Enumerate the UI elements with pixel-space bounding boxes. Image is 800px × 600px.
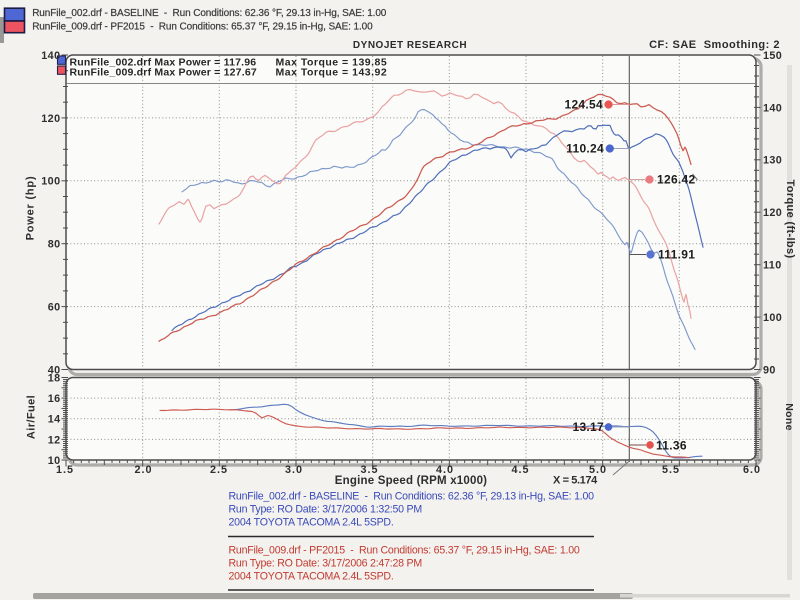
svg-text:140: 140 <box>41 50 60 62</box>
svg-text:1.5: 1.5 <box>56 464 74 476</box>
svg-text:126.42: 126.42 <box>657 173 696 187</box>
svg-text:RunFile_009.drf - PF2015 - R: RunFile_009.drf - PF2015 - Run Condition… <box>229 545 580 557</box>
svg-text:90: 90 <box>763 364 776 376</box>
svg-text:CF: SAE Smoothing: 2: CF: SAE Smoothing: 2 <box>649 39 780 51</box>
svg-text:3.0: 3.0 <box>285 464 303 476</box>
svg-text:2.5: 2.5 <box>210 464 228 476</box>
svg-text:18: 18 <box>48 372 61 384</box>
svg-text:RunFile_009.drf Max Power = 12: RunFile_009.drf Max Power = 127.67 <box>70 67 257 79</box>
svg-text:14: 14 <box>48 414 61 426</box>
svg-text:100: 100 <box>763 312 782 324</box>
svg-text:Max Torque = 143.92: Max Torque = 143.92 <box>276 67 388 79</box>
svg-text:120: 120 <box>41 113 60 125</box>
svg-text:2.0: 2.0 <box>134 464 152 476</box>
svg-text:3.5: 3.5 <box>360 464 378 476</box>
svg-text:110: 110 <box>763 260 782 272</box>
svg-text:X = 5.174: X = 5.174 <box>553 475 598 487</box>
svg-text:Run Type: RO Date: 3/17/2006: Run Type: RO Date: 3/17/2006 1:32:50 PM <box>229 504 422 516</box>
svg-text:120: 120 <box>763 207 782 219</box>
svg-text:10: 10 <box>48 455 61 467</box>
svg-text:4.5: 4.5 <box>511 464 529 476</box>
svg-text:5.0: 5.0 <box>589 464 607 476</box>
svg-text:110.24: 110.24 <box>566 142 604 156</box>
svg-text:Max Torque = 139.85: Max Torque = 139.85 <box>276 57 388 69</box>
svg-text:40: 40 <box>48 364 61 376</box>
svg-text:80: 80 <box>48 239 61 251</box>
svg-text:RunFile_002.drf Max Power = 11: RunFile_002.drf Max Power = 117.96 <box>70 57 257 69</box>
svg-text:11.36: 11.36 <box>656 439 687 453</box>
svg-text:Engine Speed (RPM x1000): Engine Speed (RPM x1000) <box>335 475 487 487</box>
svg-text:Air/Fuel: Air/Fuel <box>26 395 38 439</box>
svg-text:2004 TOYOTA TACOMA 2.4L 5SPD.: 2004 TOYOTA TACOMA 2.4L 5SPD. <box>229 517 394 529</box>
svg-text:6.0: 6.0 <box>743 464 761 476</box>
svg-text:Power (hp): Power (hp) <box>25 176 37 241</box>
svg-text:12: 12 <box>48 434 61 446</box>
svg-text:130: 130 <box>763 155 782 167</box>
svg-text:111.91: 111.91 <box>658 248 695 262</box>
svg-text:2004 TOYOTA TACOMA 2.4L 5SPD.: 2004 TOYOTA TACOMA 2.4L 5SPD. <box>229 571 394 583</box>
svg-text:RunFile_002.drf - BASELINE -: RunFile_002.drf - BASELINE - Run Conditi… <box>229 491 595 503</box>
svg-text:16: 16 <box>48 393 61 405</box>
svg-text:4.0: 4.0 <box>436 464 454 476</box>
svg-text:DYNOJET RESEARCH: DYNOJET RESEARCH <box>353 40 467 51</box>
svg-text:150: 150 <box>763 50 782 62</box>
svg-text:Run Type: RO Date: 3/17/2006: Run Type: RO Date: 3/17/2006 2:47:28 PM <box>229 558 422 570</box>
svg-text:60: 60 <box>48 302 61 314</box>
svg-text:None: None <box>783 403 795 430</box>
svg-text:RunFile_009.drf - PF2015 - R: RunFile_009.drf - PF2015 - Run Condition… <box>32 21 373 32</box>
svg-text:100: 100 <box>41 176 60 188</box>
svg-text:5.5: 5.5 <box>662 464 680 476</box>
svg-text:124.54: 124.54 <box>564 98 603 112</box>
svg-text:140: 140 <box>763 102 782 114</box>
svg-text:13.17: 13.17 <box>572 420 604 434</box>
svg-text:Torque (ft-lbs): Torque (ft-lbs) <box>784 180 796 259</box>
svg-text:RunFile_002.drf - BASELINE -: RunFile_002.drf - BASELINE - Run Conditi… <box>32 8 387 19</box>
